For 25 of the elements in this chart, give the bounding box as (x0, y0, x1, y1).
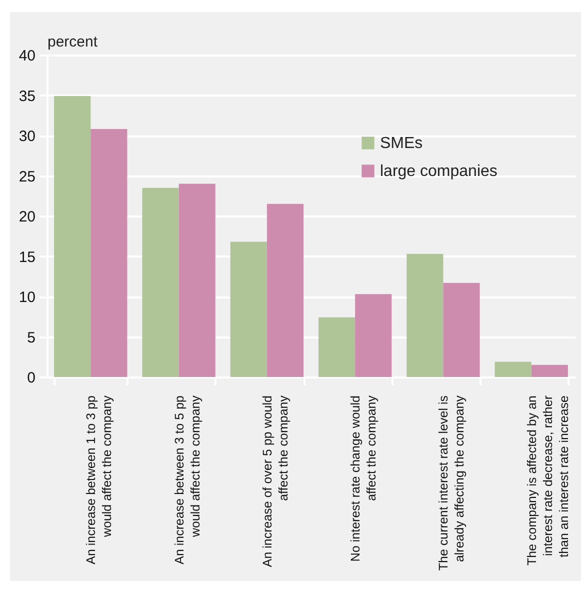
y-tick-label: 30 (18, 128, 36, 145)
y-tick-label: 15 (18, 248, 36, 266)
bar (266, 204, 304, 377)
bar (54, 96, 91, 377)
y-tick-label: 5 (27, 329, 36, 346)
legend-label: large companies (380, 163, 498, 180)
bar (178, 184, 216, 377)
y-tick-label: 35 (18, 88, 36, 105)
y-tick-label: 20 (18, 208, 36, 226)
legend-label: SMEs (380, 135, 423, 152)
bar (443, 282, 480, 377)
y-tick-label: 10 (18, 289, 36, 306)
x-tick-label: An increase between 1 to 3 pp would affect the company (84, 394, 114, 564)
bar (142, 188, 179, 377)
y-axis-title: percent (48, 34, 98, 50)
bar (230, 242, 267, 377)
bar (318, 317, 356, 377)
y-tick-label: 0 (27, 370, 36, 386)
bar (406, 254, 444, 377)
bar (494, 362, 532, 377)
bar (531, 364, 568, 377)
y-tick-label: 25 (18, 168, 36, 186)
bar (90, 129, 128, 377)
y-tick-label: 40 (18, 48, 36, 64)
bar (355, 294, 392, 377)
